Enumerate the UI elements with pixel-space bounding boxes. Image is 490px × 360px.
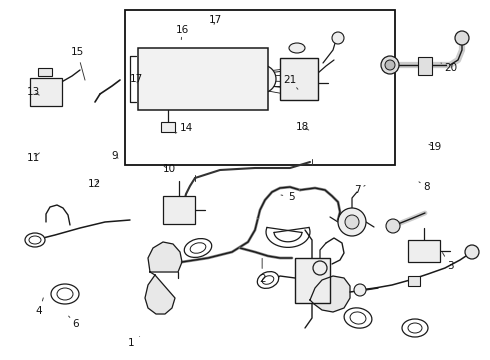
Text: 8: 8 [419,182,430,192]
Circle shape [386,219,400,233]
Circle shape [338,208,366,236]
Bar [163,196,195,224]
Ellipse shape [51,284,79,304]
Ellipse shape [190,243,206,253]
Polygon shape [145,275,175,314]
Circle shape [313,261,327,275]
Text: 13: 13 [26,87,40,97]
Text: 16: 16 [175,24,189,40]
Ellipse shape [344,308,372,328]
Text: 17: 17 [129,74,143,84]
Text: 11: 11 [26,153,40,163]
Bar [280,58,318,100]
Text: 5: 5 [281,192,295,202]
Bar [138,48,268,110]
Circle shape [332,32,344,44]
Bar [408,276,420,286]
Ellipse shape [25,233,45,247]
Circle shape [465,245,479,259]
Bar [418,57,432,75]
Text: 15: 15 [71,47,85,80]
Ellipse shape [289,43,305,53]
Ellipse shape [248,65,276,93]
Text: 19: 19 [428,142,442,152]
Ellipse shape [350,312,366,324]
Text: 3: 3 [442,253,454,271]
Ellipse shape [262,276,274,284]
Bar [38,68,52,76]
Polygon shape [310,276,350,312]
Text: 20: 20 [441,63,457,73]
Text: 9: 9 [112,150,119,161]
Ellipse shape [184,239,212,257]
Text: 14: 14 [175,123,193,133]
Ellipse shape [57,288,73,300]
Text: 18: 18 [296,122,310,132]
Text: 21: 21 [283,75,298,89]
Bar [30,78,62,106]
Circle shape [381,56,399,74]
Circle shape [354,284,366,296]
Text: 1: 1 [128,337,140,348]
Text: 17: 17 [209,15,222,25]
Bar [408,240,440,262]
Bar [125,10,395,165]
Text: 4: 4 [36,298,43,316]
Text: 7: 7 [354,185,365,195]
Ellipse shape [257,271,279,288]
Circle shape [345,215,359,229]
Ellipse shape [402,319,428,337]
Ellipse shape [408,323,422,333]
Bar [161,122,175,132]
Text: 6: 6 [69,316,79,329]
Text: 2: 2 [259,258,266,284]
Polygon shape [148,242,182,272]
Ellipse shape [29,236,41,244]
Bar [295,258,330,303]
Text: 10: 10 [163,164,175,174]
Circle shape [455,31,469,45]
Text: 12: 12 [87,179,101,189]
Circle shape [385,60,395,70]
